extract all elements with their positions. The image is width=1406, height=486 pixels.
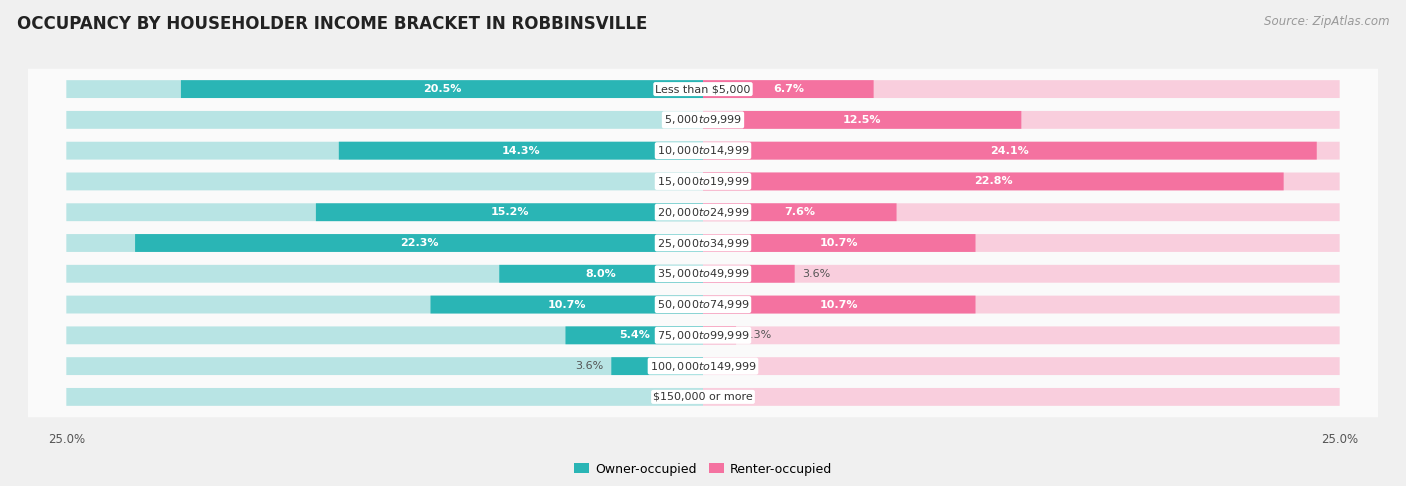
FancyBboxPatch shape xyxy=(66,173,703,191)
FancyBboxPatch shape xyxy=(703,111,1021,129)
Text: $35,000 to $49,999: $35,000 to $49,999 xyxy=(657,267,749,280)
Legend: Owner-occupied, Renter-occupied: Owner-occupied, Renter-occupied xyxy=(568,457,838,481)
FancyBboxPatch shape xyxy=(22,223,1384,263)
FancyBboxPatch shape xyxy=(22,284,1384,325)
FancyBboxPatch shape xyxy=(703,173,1340,191)
Text: $100,000 to $149,999: $100,000 to $149,999 xyxy=(650,360,756,373)
Text: 0.0%: 0.0% xyxy=(716,392,744,402)
Text: 24.1%: 24.1% xyxy=(990,146,1029,156)
FancyBboxPatch shape xyxy=(22,161,1384,202)
Text: 0.0%: 0.0% xyxy=(716,361,744,371)
FancyBboxPatch shape xyxy=(703,265,1340,283)
FancyBboxPatch shape xyxy=(22,69,1384,109)
FancyBboxPatch shape xyxy=(22,130,1384,171)
Text: 15.2%: 15.2% xyxy=(491,207,529,217)
Text: 0.0%: 0.0% xyxy=(662,176,690,187)
Text: $15,000 to $19,999: $15,000 to $19,999 xyxy=(657,175,749,188)
FancyBboxPatch shape xyxy=(181,80,703,98)
FancyBboxPatch shape xyxy=(703,80,873,98)
Text: 14.3%: 14.3% xyxy=(502,146,540,156)
FancyBboxPatch shape xyxy=(703,142,1340,159)
Text: 7.6%: 7.6% xyxy=(785,207,815,217)
Text: $150,000 or more: $150,000 or more xyxy=(654,392,752,402)
Text: $50,000 to $74,999: $50,000 to $74,999 xyxy=(657,298,749,311)
FancyBboxPatch shape xyxy=(66,357,703,375)
FancyBboxPatch shape xyxy=(703,234,1340,252)
Text: 20.5%: 20.5% xyxy=(423,84,461,94)
FancyBboxPatch shape xyxy=(66,388,703,406)
FancyBboxPatch shape xyxy=(339,142,703,159)
FancyBboxPatch shape xyxy=(66,234,703,252)
FancyBboxPatch shape xyxy=(316,203,703,221)
FancyBboxPatch shape xyxy=(565,327,703,344)
FancyBboxPatch shape xyxy=(703,388,1340,406)
Text: 3.6%: 3.6% xyxy=(803,269,831,279)
FancyBboxPatch shape xyxy=(703,173,1284,191)
Text: 10.7%: 10.7% xyxy=(820,299,859,310)
FancyBboxPatch shape xyxy=(703,327,1340,344)
Text: 0.0%: 0.0% xyxy=(662,392,690,402)
FancyBboxPatch shape xyxy=(703,357,1340,375)
Text: 3.6%: 3.6% xyxy=(575,361,603,371)
FancyBboxPatch shape xyxy=(703,295,976,313)
FancyBboxPatch shape xyxy=(66,295,703,313)
Text: 0.0%: 0.0% xyxy=(662,115,690,125)
Text: Source: ZipAtlas.com: Source: ZipAtlas.com xyxy=(1264,15,1389,28)
Text: 5.4%: 5.4% xyxy=(619,330,650,340)
FancyBboxPatch shape xyxy=(135,234,703,252)
Text: Less than $5,000: Less than $5,000 xyxy=(655,84,751,94)
Text: $10,000 to $14,999: $10,000 to $14,999 xyxy=(657,144,749,157)
Text: $5,000 to $9,999: $5,000 to $9,999 xyxy=(664,113,742,126)
Text: $20,000 to $24,999: $20,000 to $24,999 xyxy=(657,206,749,219)
FancyBboxPatch shape xyxy=(66,142,703,159)
FancyBboxPatch shape xyxy=(66,327,703,344)
FancyBboxPatch shape xyxy=(22,192,1384,232)
FancyBboxPatch shape xyxy=(430,295,703,313)
FancyBboxPatch shape xyxy=(703,203,897,221)
FancyBboxPatch shape xyxy=(22,315,1384,356)
FancyBboxPatch shape xyxy=(499,265,703,283)
FancyBboxPatch shape xyxy=(66,203,703,221)
Text: 22.3%: 22.3% xyxy=(399,238,439,248)
FancyBboxPatch shape xyxy=(703,327,737,344)
Text: 10.7%: 10.7% xyxy=(820,238,859,248)
FancyBboxPatch shape xyxy=(703,111,1340,129)
Text: 1.3%: 1.3% xyxy=(744,330,772,340)
Text: 6.7%: 6.7% xyxy=(773,84,804,94)
FancyBboxPatch shape xyxy=(612,357,703,375)
Text: $25,000 to $34,999: $25,000 to $34,999 xyxy=(657,237,749,249)
Text: 8.0%: 8.0% xyxy=(586,269,616,279)
FancyBboxPatch shape xyxy=(22,100,1384,140)
FancyBboxPatch shape xyxy=(703,203,1340,221)
FancyBboxPatch shape xyxy=(22,346,1384,386)
FancyBboxPatch shape xyxy=(703,80,1340,98)
FancyBboxPatch shape xyxy=(22,254,1384,294)
FancyBboxPatch shape xyxy=(66,80,703,98)
Text: OCCUPANCY BY HOUSEHOLDER INCOME BRACKET IN ROBBINSVILLE: OCCUPANCY BY HOUSEHOLDER INCOME BRACKET … xyxy=(17,15,647,33)
FancyBboxPatch shape xyxy=(22,377,1384,417)
FancyBboxPatch shape xyxy=(703,142,1317,159)
FancyBboxPatch shape xyxy=(66,111,703,129)
FancyBboxPatch shape xyxy=(703,265,794,283)
FancyBboxPatch shape xyxy=(703,295,1340,313)
FancyBboxPatch shape xyxy=(66,265,703,283)
Text: 22.8%: 22.8% xyxy=(974,176,1012,187)
Text: $75,000 to $99,999: $75,000 to $99,999 xyxy=(657,329,749,342)
FancyBboxPatch shape xyxy=(703,234,976,252)
Text: 10.7%: 10.7% xyxy=(547,299,586,310)
Text: 12.5%: 12.5% xyxy=(844,115,882,125)
